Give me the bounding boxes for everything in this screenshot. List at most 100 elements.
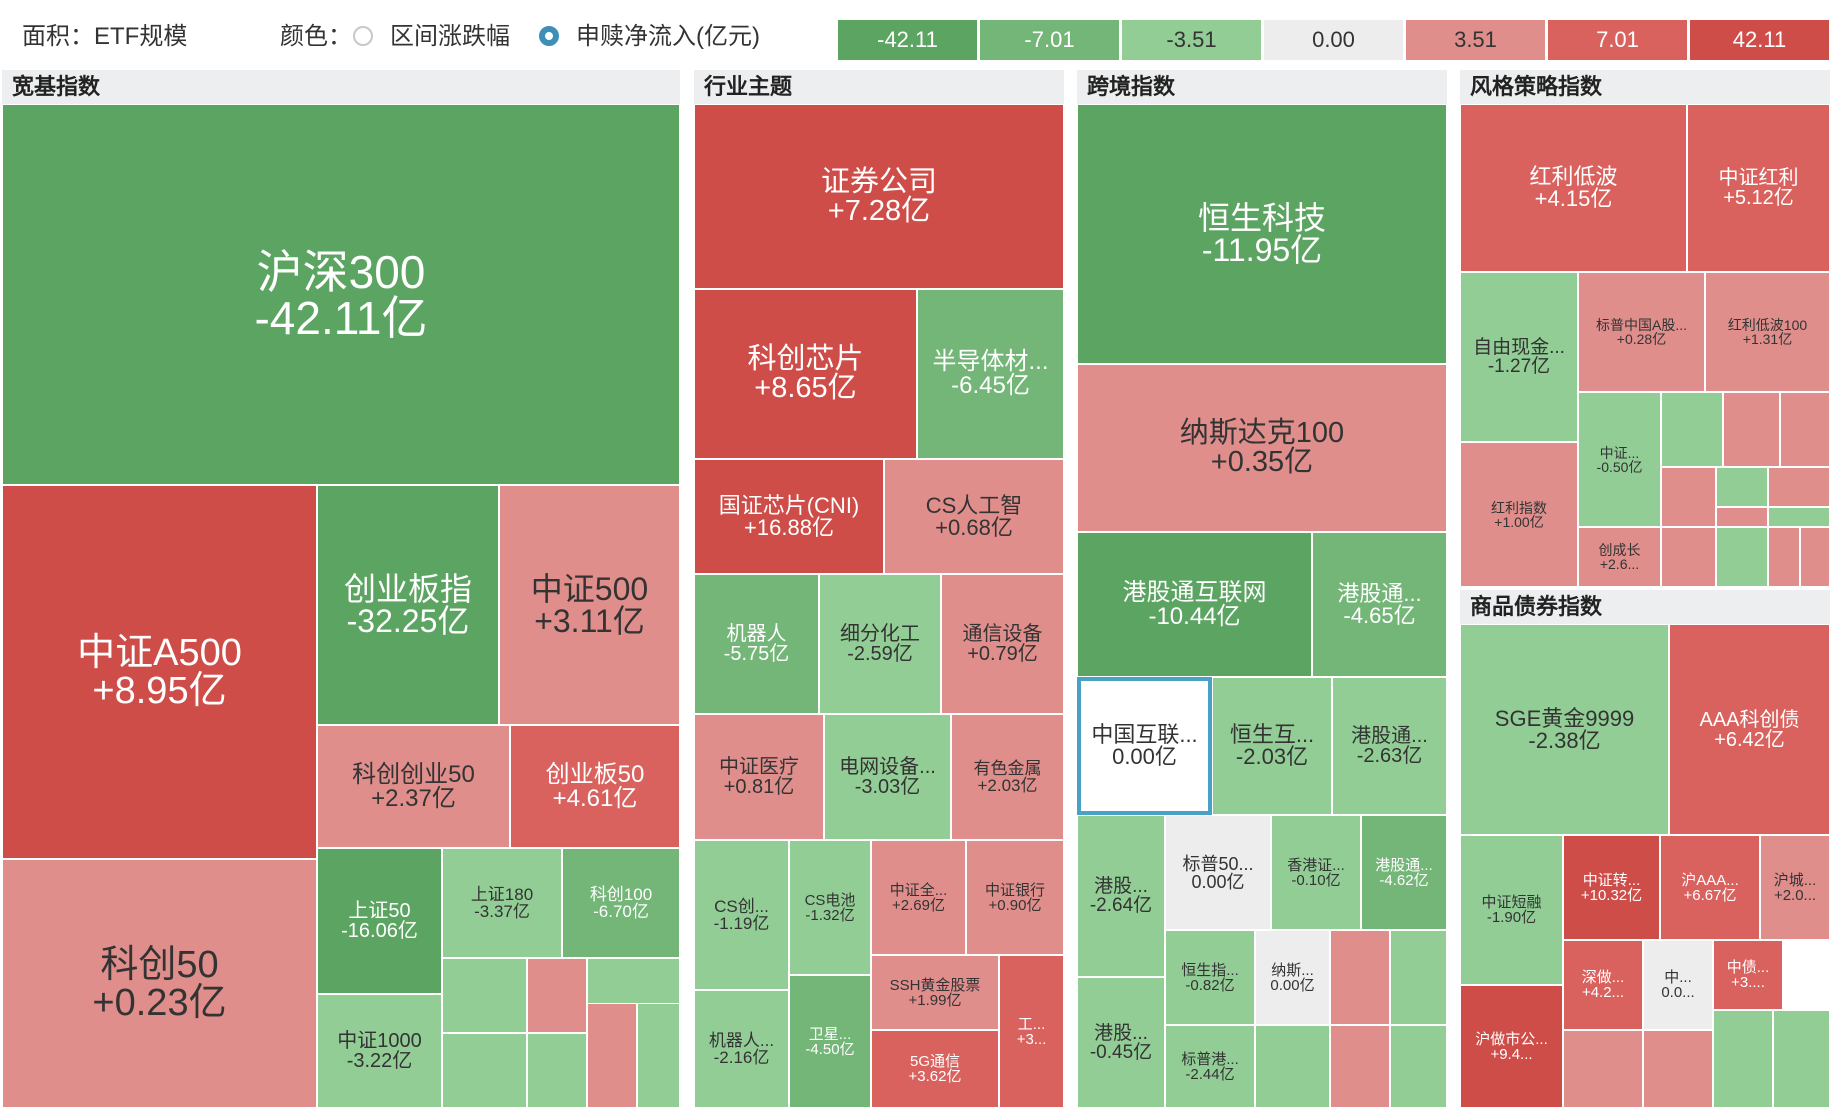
treemap-tile[interactable]: 创业板指 -32.25亿: [317, 485, 499, 725]
treemap-tile[interactable]: [1773, 1010, 1830, 1108]
treemap-tile[interactable]: [1768, 507, 1830, 527]
treemap-tile[interactable]: 沪城... +2.0...: [1760, 835, 1830, 940]
treemap-tile[interactable]: [1255, 1025, 1330, 1108]
radio-net-flow-label[interactable]: 申赎净流入(亿元): [576, 23, 760, 50]
treemap-tile[interactable]: CS电池 -1.32亿: [789, 840, 871, 975]
treemap-tile[interactable]: 中国互联... 0.00亿: [1077, 677, 1212, 815]
treemap-tile[interactable]: 半导体材... -6.45亿: [917, 289, 1064, 459]
treemap-tile[interactable]: 恒生指... -0.82亿: [1165, 930, 1255, 1025]
treemap-tile[interactable]: 科创创业50 +2.37亿: [317, 725, 510, 848]
treemap-tile[interactable]: 证券公司 +7.28亿: [694, 104, 1064, 289]
treemap-tile[interactable]: [1768, 467, 1830, 507]
treemap-tile[interactable]: 标普中国A股... +0.28亿: [1578, 272, 1705, 392]
treemap-tile[interactable]: 香港证... -0.10亿: [1271, 815, 1361, 930]
treemap-tile[interactable]: 中... 0.0...: [1643, 940, 1713, 1030]
treemap-tile[interactable]: [1768, 527, 1800, 587]
treemap-tile[interactable]: [1713, 1010, 1773, 1108]
treemap-tile[interactable]: 港股... -2.64亿: [1077, 815, 1165, 977]
treemap-tile[interactable]: [442, 1033, 527, 1108]
treemap-tile[interactable]: 自由现金... -1.27亿: [1460, 272, 1578, 442]
tile-flow-value: -1.27亿: [1487, 356, 1551, 377]
treemap-tile[interactable]: 机器人... -2.16亿: [694, 990, 789, 1108]
treemap-tile[interactable]: 通信设备 +0.79亿: [941, 574, 1064, 714]
treemap-tile[interactable]: 沪做市公... +9.4...: [1460, 985, 1563, 1108]
treemap-tile[interactable]: 创成长 +2.6...: [1578, 527, 1661, 587]
treemap-tile[interactable]: 中证A500 +8.95亿: [2, 485, 317, 859]
treemap-tile[interactable]: SGE黄金9999 -2.38亿: [1460, 624, 1669, 835]
radio-range-change-label[interactable]: 区间涨跌幅: [390, 23, 510, 50]
treemap-tile[interactable]: [587, 1003, 637, 1108]
treemap-tile[interactable]: [1723, 392, 1780, 467]
radio-range-change[interactable]: [353, 26, 373, 46]
treemap-tile[interactable]: 红利低波100 +1.31亿: [1705, 272, 1830, 392]
treemap-tile[interactable]: 创业板50 +4.61亿: [510, 725, 680, 848]
treemap-tile[interactable]: 细分化工 -2.59亿: [819, 574, 941, 714]
treemap-tile[interactable]: [1330, 930, 1390, 1025]
treemap-tile[interactable]: 中债... +3....: [1713, 940, 1783, 1010]
tile-flow-value: 0.00亿: [1112, 744, 1177, 769]
treemap-tile[interactable]: 中证红利 +5.12亿: [1687, 104, 1830, 272]
treemap-tile[interactable]: 红利低波 +4.15亿: [1460, 104, 1687, 272]
treemap-tile[interactable]: 中证银行 +0.90亿: [966, 840, 1064, 955]
treemap-tile[interactable]: 纳斯达克100 +0.35亿: [1077, 364, 1447, 532]
treemap-tile[interactable]: [1330, 1025, 1390, 1108]
treemap-tile[interactable]: 标普港... -2.44亿: [1165, 1025, 1255, 1108]
treemap-tile[interactable]: 港股通... -4.65亿: [1312, 532, 1447, 677]
treemap-tile[interactable]: 港股通... -2.63亿: [1332, 677, 1447, 815]
treemap-tile[interactable]: 标普50... 0.00亿: [1165, 815, 1271, 930]
treemap-tile[interactable]: 深做... +4.2...: [1563, 940, 1643, 1030]
treemap-tile[interactable]: [1780, 392, 1830, 467]
treemap-tile[interactable]: CS人工智 +0.68亿: [884, 459, 1064, 574]
treemap-tile[interactable]: 电网设备... -3.03亿: [824, 714, 951, 840]
treemap-tile[interactable]: 港股通互联网 -10.44亿: [1077, 532, 1312, 677]
treemap-tile[interactable]: 中证1000 -3.22亿: [317, 994, 442, 1108]
treemap-tile[interactable]: [1661, 467, 1716, 527]
treemap-tile[interactable]: 中证500 +3.11亿: [499, 485, 680, 725]
treemap-tile[interactable]: 中证... -0.50亿: [1578, 392, 1661, 527]
tile-flow-value: +2.37亿: [371, 784, 456, 812]
treemap-tile[interactable]: [1643, 1030, 1713, 1108]
treemap-tile[interactable]: [1390, 1025, 1447, 1108]
treemap-tile[interactable]: 中证转... +10.32亿: [1563, 835, 1660, 940]
treemap-tile[interactable]: 5G通信 +3.62亿: [871, 1030, 999, 1108]
treemap-tile[interactable]: 有色金属 +2.03亿: [951, 714, 1064, 840]
treemap-tile[interactable]: [1716, 527, 1768, 587]
treemap-tile[interactable]: [1661, 392, 1723, 467]
treemap-tile[interactable]: [442, 958, 527, 1033]
treemap-tile[interactable]: 沪AAA... +6.67亿: [1660, 835, 1760, 940]
tile-name: 机器人: [726, 623, 787, 645]
treemap-tile[interactable]: [1716, 467, 1768, 507]
treemap-tile[interactable]: 科创50 +0.23亿: [2, 859, 317, 1108]
treemap-tile[interactable]: 机器人 -5.75亿: [694, 574, 819, 714]
treemap-tile[interactable]: 上证180 -3.37亿: [442, 848, 562, 958]
treemap-tile[interactable]: [527, 1033, 587, 1108]
treemap-tile[interactable]: [527, 958, 587, 1033]
treemap-tile[interactable]: 卫星... -4.50亿: [789, 975, 871, 1108]
treemap-tile[interactable]: [1800, 527, 1830, 587]
treemap-tile[interactable]: 中证医疗 +0.81亿: [694, 714, 824, 840]
treemap-tile[interactable]: 科创100 -6.70亿: [562, 848, 680, 958]
treemap-tile[interactable]: 工... +3...: [999, 955, 1064, 1108]
treemap-tile[interactable]: CS创... -1.19亿: [694, 840, 789, 990]
treemap-tile[interactable]: 中证全... +2.69亿: [871, 840, 966, 955]
legend-swatch: 7.01: [1548, 20, 1687, 60]
treemap-tile[interactable]: 科创芯片 +8.65亿: [694, 289, 917, 459]
treemap-tile[interactable]: [637, 1003, 680, 1108]
radio-net-flow[interactable]: [539, 26, 559, 46]
treemap-tile[interactable]: [1563, 1030, 1643, 1108]
treemap-tile[interactable]: 红利指数 +1.00亿: [1460, 442, 1578, 587]
treemap-tile[interactable]: 恒生科技 -11.95亿: [1077, 104, 1447, 364]
treemap-tile[interactable]: AAA科创债 +6.42亿: [1669, 624, 1830, 835]
treemap-tile[interactable]: 中证短融 -1.90亿: [1460, 835, 1563, 985]
treemap-tile[interactable]: 港股... -0.45亿: [1077, 977, 1165, 1108]
treemap-tile[interactable]: 恒生互... -2.03亿: [1212, 677, 1332, 815]
treemap-tile[interactable]: [1716, 507, 1768, 527]
treemap-tile[interactable]: [1390, 930, 1447, 1025]
treemap-tile[interactable]: 港股通... -4.62亿: [1361, 815, 1447, 930]
treemap-tile[interactable]: SSH黄金股票 +1.99亿: [871, 955, 999, 1030]
treemap-tile[interactable]: 沪深300 -42.11亿: [2, 104, 680, 485]
treemap-tile[interactable]: 上证50 -16.06亿: [317, 848, 442, 994]
treemap-tile[interactable]: 国证芯片(CNI) +16.88亿: [694, 459, 884, 574]
treemap-tile[interactable]: [1661, 527, 1716, 587]
treemap-tile[interactable]: 纳斯... 0.00亿: [1255, 930, 1330, 1025]
